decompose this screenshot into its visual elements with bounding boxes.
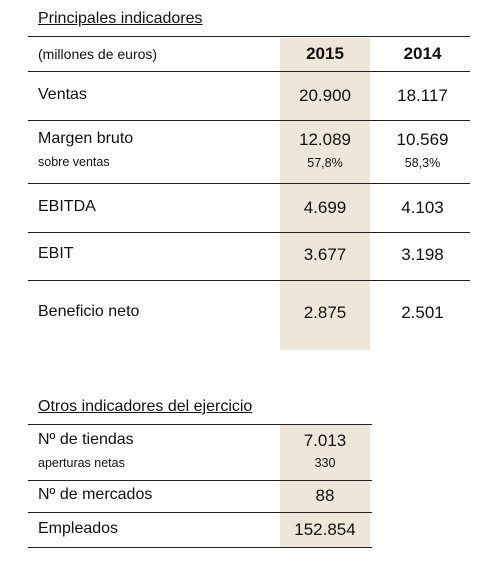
- section-title: Principales indicadores: [38, 10, 203, 27]
- row-sublabel: aperturas netas: [38, 456, 125, 470]
- row-label: Nº de mercados: [38, 486, 153, 503]
- value-2015: 2.875: [303, 303, 347, 322]
- value-2015: 7.013: [303, 431, 347, 450]
- value-2014: 4.103: [401, 198, 444, 217]
- value-2015: 20.900: [299, 86, 351, 105]
- rule: [28, 547, 372, 548]
- subvalue-2015: 57,8%: [307, 156, 343, 170]
- value-2015: 88: [315, 486, 335, 505]
- row-label: Nº de tiendas: [38, 431, 134, 448]
- rule: [28, 36, 470, 37]
- subvalue-2014: 58,3%: [404, 156, 441, 170]
- year-header: 2015: [306, 44, 344, 63]
- row-sublabel: sobre ventas: [38, 155, 110, 169]
- row-label: EBIT: [38, 245, 74, 262]
- highlight-column: [280, 425, 370, 547]
- rule: [28, 71, 470, 72]
- row-label: Empleados: [38, 520, 119, 537]
- year-header: 2014: [403, 44, 442, 63]
- rule: [28, 183, 470, 184]
- subvalue-2015: 330: [314, 456, 336, 470]
- rule: [28, 280, 470, 281]
- value-2015: 12.089: [299, 130, 351, 149]
- value-2014: 10.569: [396, 130, 449, 149]
- row-label: Margen bruto: [38, 130, 134, 147]
- rule: [28, 480, 372, 481]
- rule: [28, 424, 372, 425]
- value-2015: 4.699: [303, 198, 347, 217]
- rule: [28, 512, 372, 513]
- row-label: EBITDA: [38, 198, 96, 215]
- highlight-column: [280, 38, 370, 350]
- row-label: Ventas: [38, 86, 87, 103]
- value-2014: 3.198: [401, 245, 444, 264]
- row-label: Beneficio neto: [38, 303, 140, 320]
- value-2015: 152.854: [294, 520, 356, 539]
- value-2014: 2.501: [401, 303, 444, 322]
- rule: [28, 120, 470, 121]
- rule: [28, 232, 470, 233]
- value-2014: 18.117: [397, 86, 448, 105]
- value-2015: 3.677: [303, 245, 347, 264]
- units-label: (millones de euros): [38, 46, 158, 62]
- section-title: Otros indicadores del ejercicio: [38, 398, 253, 415]
